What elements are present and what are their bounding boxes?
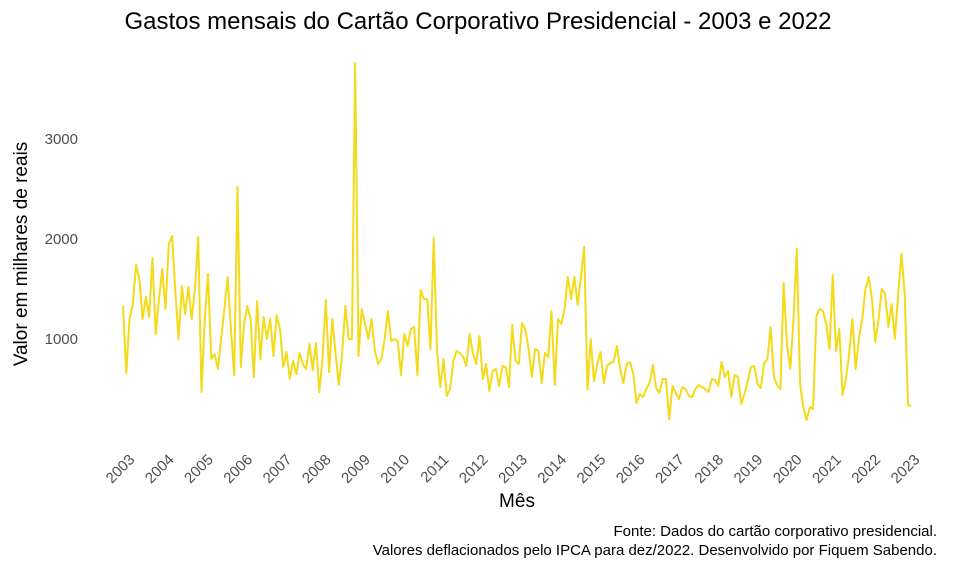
x-tick-label: 2017 xyxy=(652,451,688,487)
x-tick-label: 2020 xyxy=(770,451,806,487)
x-tick-label: 2016 xyxy=(613,451,649,487)
y-axis-label: Valor em milhares de reais xyxy=(11,142,32,367)
x-tick-label: 2010 xyxy=(377,451,413,487)
x-tick-label: 2009 xyxy=(338,451,374,487)
x-tick-label: 2012 xyxy=(456,451,492,487)
x-axis-ticks: 2003 2004 2005 2006 2007 2008 2009 2010 2011 2012… xyxy=(103,451,924,487)
x-tick-label: 2023 xyxy=(888,451,924,487)
x-tick-label: 2007 xyxy=(260,451,296,487)
y-tick-label: 2000 xyxy=(45,231,78,248)
chart-title: Gastos mensais do Cartão Corporativo Pre… xyxy=(124,8,831,35)
x-tick-label: 2005 xyxy=(181,451,217,487)
x-tick-label: 2019 xyxy=(731,451,767,487)
x-tick-label: 2008 xyxy=(299,451,335,487)
y-tick-label: 1000 xyxy=(45,331,78,348)
x-tick-label: 2015 xyxy=(574,451,610,487)
y-axis-ticks: 1000 2000 3000 xyxy=(45,131,78,348)
x-tick-label: 2022 xyxy=(848,451,884,487)
x-tick-label: 2004 xyxy=(142,451,178,487)
x-tick-label: 2021 xyxy=(809,451,845,487)
caption-line-1: Fonte: Dados do cartão corporativo presi… xyxy=(613,523,937,540)
x-axis-label: Mês xyxy=(499,491,535,512)
series-line xyxy=(122,62,912,421)
caption-line-2: Valores deflacionados pelo IPCA para dez… xyxy=(373,542,937,559)
y-tick-label: 3000 xyxy=(45,131,78,148)
x-tick-label: 2006 xyxy=(220,451,256,487)
x-tick-label: 2013 xyxy=(495,451,531,487)
x-tick-label: 2011 xyxy=(417,451,452,486)
x-tick-label: 2014 xyxy=(534,451,570,487)
x-tick-label: 2018 xyxy=(691,451,727,487)
x-tick-label: 2003 xyxy=(103,451,139,487)
